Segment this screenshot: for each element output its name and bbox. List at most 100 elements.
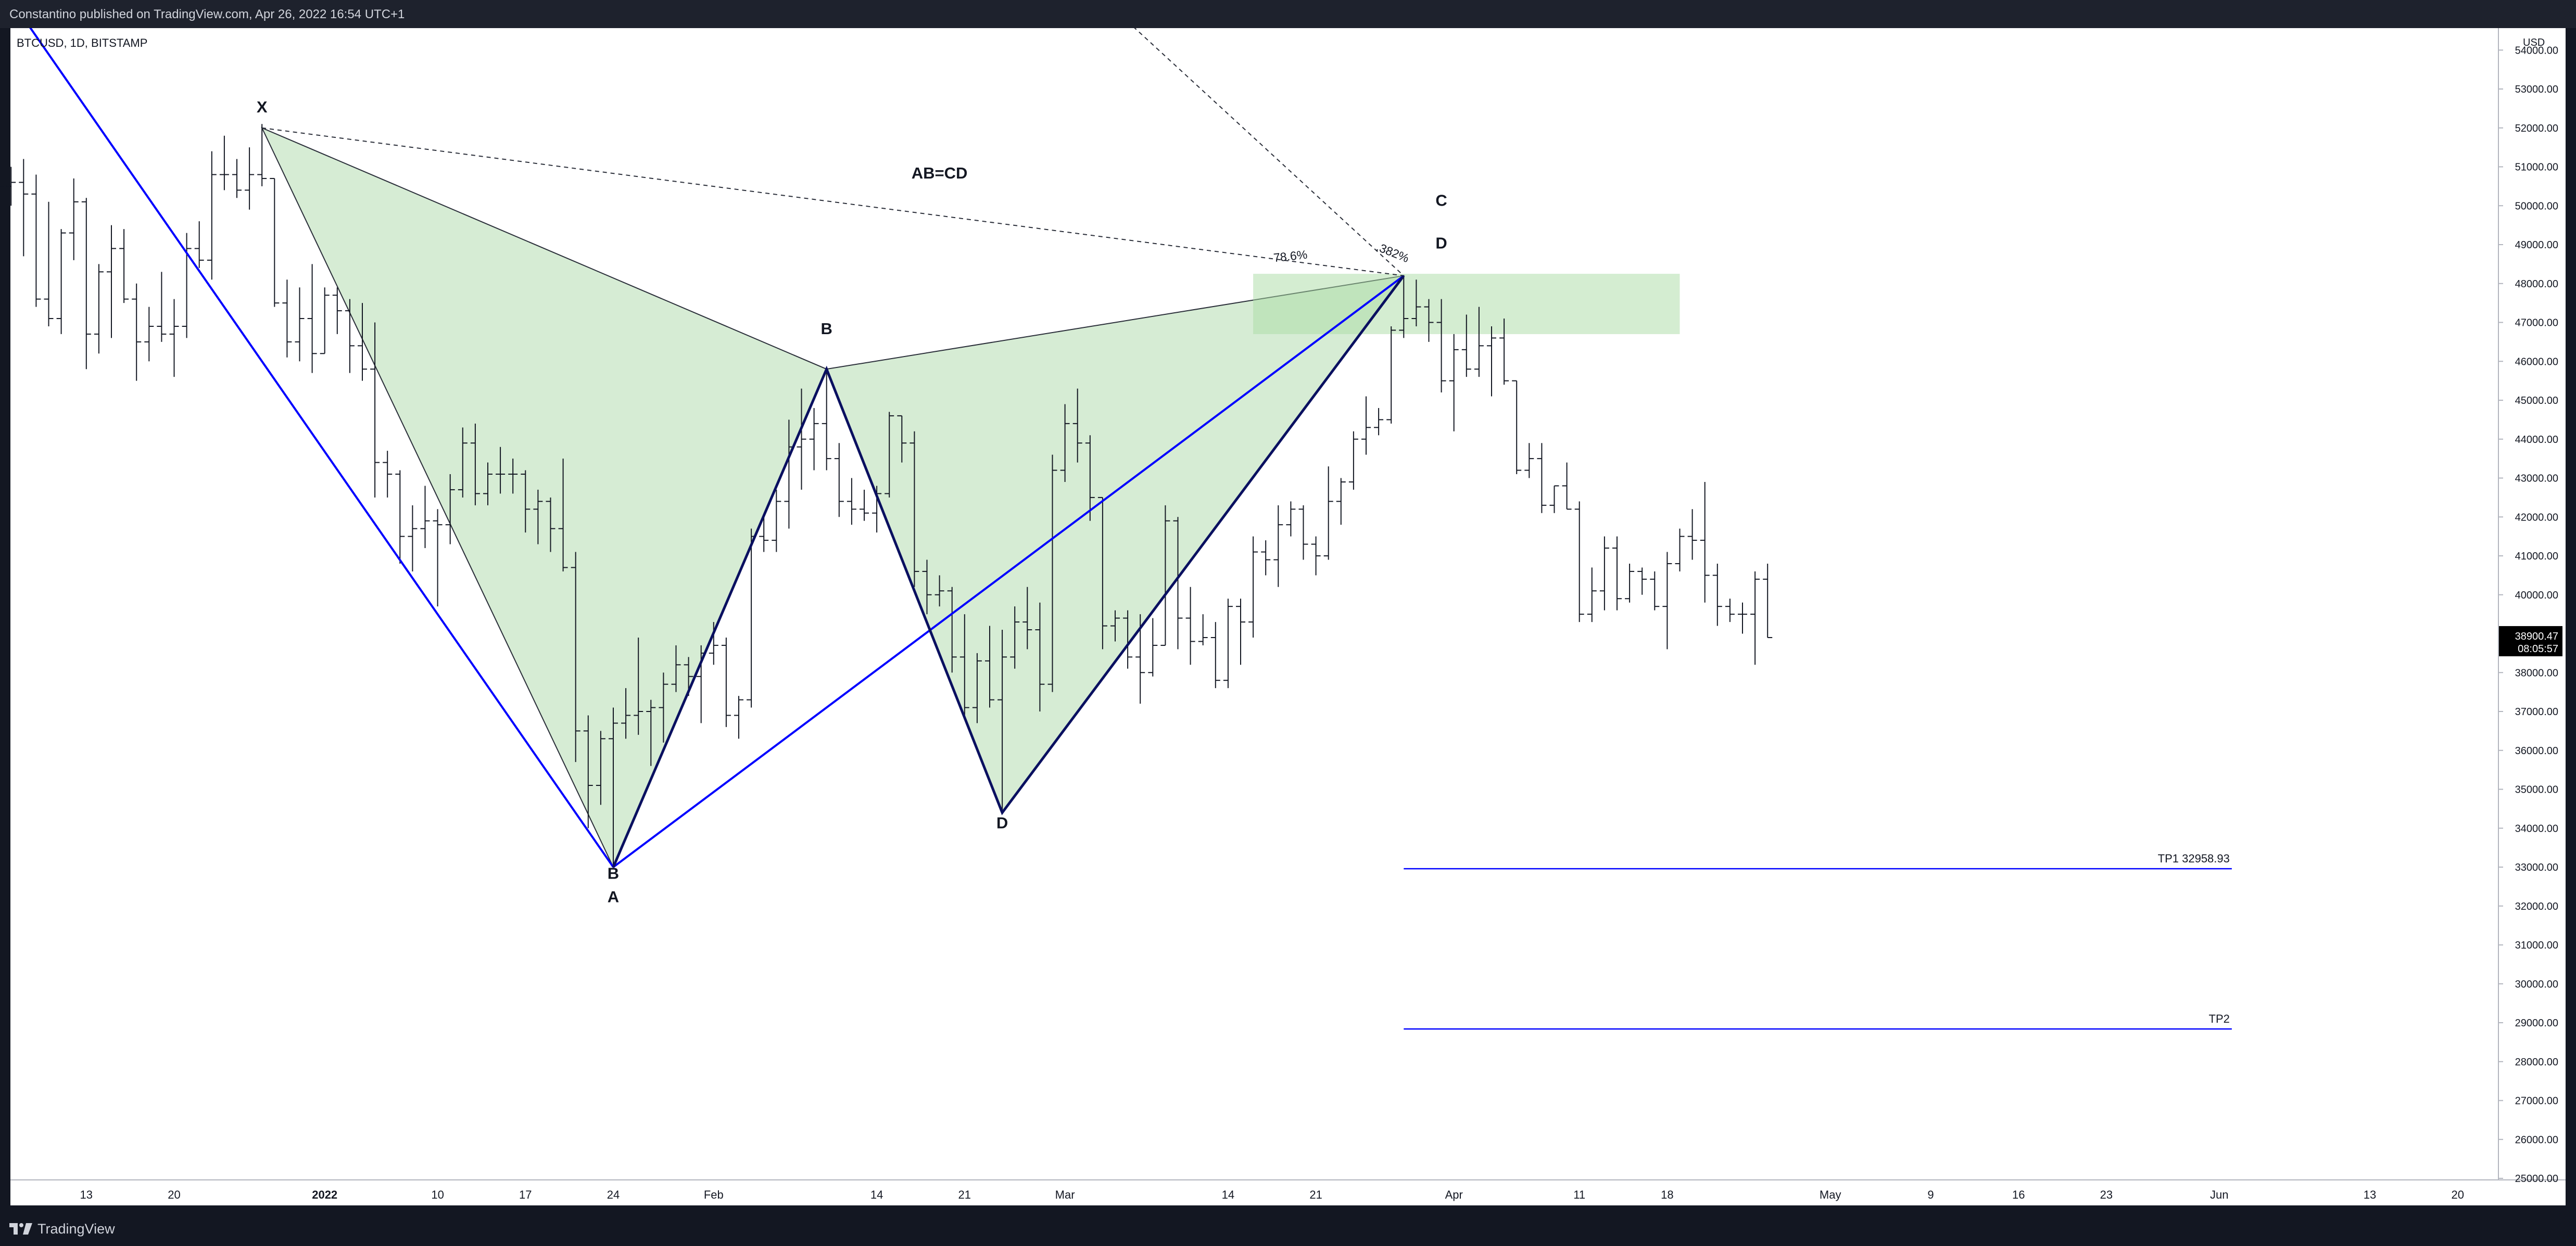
pattern-point-label: B (821, 320, 832, 338)
ohlc-bar (1399, 275, 1409, 338)
ohlc-bar (358, 303, 367, 381)
bar-countdown-timer: 08:05:57 (2518, 643, 2558, 655)
ohlc-bar (508, 459, 518, 494)
ohlc-bar (169, 299, 179, 377)
y-axis-tick-label: 50000.00 (2515, 200, 2558, 212)
ohlc-bar (1361, 396, 1371, 455)
ohlc-bar (1273, 505, 1283, 587)
ohlc-bar (69, 178, 79, 260)
x-axis-tick-label: 9 (1927, 1188, 1934, 1201)
y-axis-tick-label: 44000.00 (2515, 434, 2558, 446)
y-axis-tick-label: 40000.00 (2515, 590, 2558, 601)
ohlc-bar (1461, 314, 1471, 377)
ohlc-bar (0, 185, 4, 187)
y-axis-tick-label: 49000.00 (2515, 239, 2558, 251)
ohlc-bar (558, 459, 568, 571)
ohlc-bar (1712, 563, 1722, 626)
ohlc-bar (395, 470, 405, 564)
ohlc-bar (1323, 466, 1333, 560)
ohlc-bar (634, 637, 643, 735)
ohlc-bar (1411, 279, 1421, 326)
ohlc-bar (947, 587, 957, 673)
y-axis-tick-label: 29000.00 (2515, 1018, 2558, 1029)
x-axis-tick-label: Jun (2210, 1188, 2228, 1201)
x-axis-tick-label: 14 (1222, 1188, 1234, 1201)
ohlc-bar (797, 388, 806, 490)
y-axis-tick-label: 34000.00 (2515, 823, 2558, 834)
ohlc-bar (1022, 587, 1032, 650)
ohlc-bar (1047, 454, 1057, 692)
x-axis-tick-label: 10 (431, 1188, 444, 1201)
abcd-pattern-label: AB=CD (912, 164, 968, 182)
dashed-trend-line (1134, 28, 1404, 276)
y-axis-tick-label: 46000.00 (2515, 356, 2558, 367)
x-axis-tick-label: 18 (1661, 1188, 1673, 1201)
tradingview-brand[interactable]: TradingView (9, 1220, 115, 1238)
ohlc-bar (1675, 528, 1685, 571)
ohlc-bar (1160, 505, 1170, 646)
ohlc-bar (709, 622, 718, 665)
y-axis-tick-label: 52000.00 (2515, 123, 2558, 134)
ohlc-bar (320, 287, 330, 354)
y-axis-tick-label: 30000.00 (2515, 978, 2558, 990)
time-axis[interactable] (10, 1180, 2566, 1205)
ohlc-bar (1286, 501, 1296, 537)
ohlc-bar (609, 707, 618, 867)
x-axis-tick-label: 21 (1309, 1188, 1322, 1201)
x-axis-tick-label: Mar (1055, 1188, 1075, 1201)
ohlc-bar (132, 283, 142, 381)
y-axis-tick-label: 45000.00 (2515, 395, 2558, 406)
ohlc-bar (370, 322, 380, 498)
publish-info-text: Constantino published on TradingView.com… (9, 7, 405, 21)
footer-bar: TradingView (0, 1212, 2576, 1246)
ohlc-bar (885, 412, 894, 498)
ohlc-bar (1348, 431, 1358, 490)
ohlc-bar (295, 287, 305, 362)
ohlc-bar (1599, 536, 1609, 611)
ohlc-bar (1449, 334, 1459, 431)
ohlc-bar (860, 489, 869, 521)
ohlc-bar (583, 715, 593, 829)
ohlc-bar (1424, 299, 1434, 342)
ohlc-bar (31, 174, 41, 307)
y-axis-tick-label: 26000.00 (2515, 1134, 2558, 1146)
target-label: TP1 32958.93 (2158, 852, 2230, 865)
ohlc-bar (1173, 517, 1183, 650)
y-axis-tick-label: 54000.00 (2515, 45, 2558, 56)
ohlc-bar (959, 614, 969, 719)
tradingview-logo-icon (9, 1223, 32, 1235)
x-axis-tick-label: Feb (704, 1188, 724, 1201)
x-axis-tick-label: 17 (519, 1188, 532, 1201)
ohlc-bar (1298, 505, 1308, 560)
ohlc-bar (1072, 388, 1082, 463)
ohlc-bar (1524, 443, 1534, 478)
x-axis-tick-label: 23 (2100, 1188, 2113, 1201)
ohlc-bar (997, 630, 1007, 813)
x-axis-tick-label: 13 (80, 1188, 93, 1201)
ohlc-bar (1650, 571, 1660, 611)
ohlc-bar (94, 264, 104, 354)
ohlc-bar (144, 307, 154, 362)
ohlc-bar (1725, 599, 1735, 622)
currency-label: USD (2523, 37, 2545, 48)
price-axis[interactable] (2499, 28, 2566, 1180)
ohlc-bar (646, 700, 656, 766)
ohlc-bar (935, 575, 944, 607)
ohlc-bar (1097, 497, 1107, 650)
ohlc-bar (834, 443, 844, 517)
ohlc-bar (1311, 536, 1321, 576)
ohlc-bar (596, 731, 605, 805)
ohlc-bar (1386, 326, 1396, 424)
pattern-point-label: D (1435, 234, 1447, 252)
x-axis-tick-label: 14 (870, 1188, 883, 1201)
ohlc-bar (1123, 610, 1133, 669)
ohlc-bar (219, 135, 229, 190)
pattern-point-label: D (996, 813, 1008, 832)
pattern-point-label: X (257, 98, 268, 116)
ohlc-bar (270, 177, 280, 307)
ohlc-bar (1261, 540, 1271, 576)
y-axis-tick-label: 51000.00 (2515, 162, 2558, 173)
ohlc-bar (19, 159, 29, 257)
